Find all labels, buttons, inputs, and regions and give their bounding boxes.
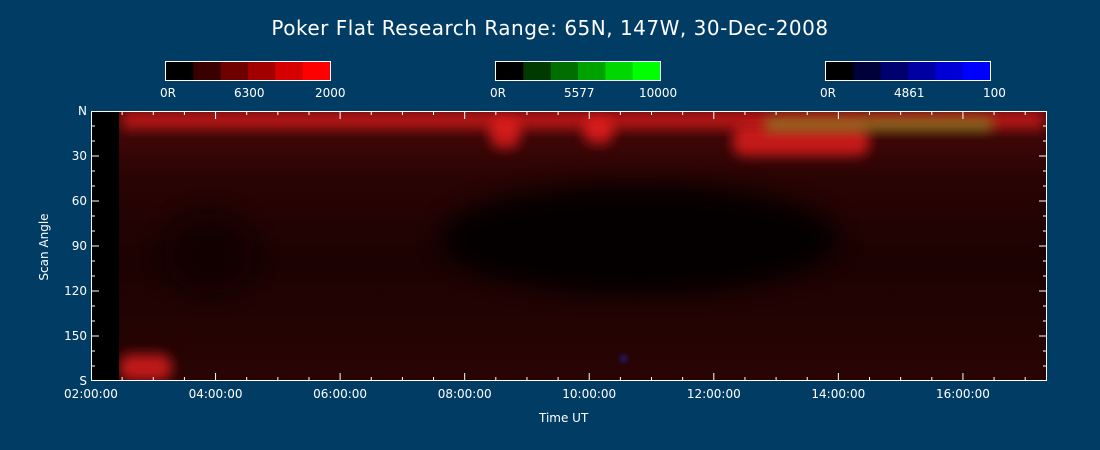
x-tick-label: 06:00:00 bbox=[313, 387, 368, 401]
red-colorbar-min-label: 0R bbox=[160, 86, 176, 100]
red-emission-feature bbox=[583, 118, 615, 144]
red-colorbar-wavelength-label: 6300 bbox=[234, 86, 265, 100]
red-colorbar-step bbox=[220, 62, 249, 80]
keogram-plot bbox=[91, 111, 1047, 381]
red-colorbar-step bbox=[248, 62, 276, 80]
blue-emission-feature bbox=[620, 355, 627, 362]
blue-colorbar-step bbox=[880, 62, 909, 80]
red-colorbar-step bbox=[302, 62, 331, 80]
red-colorbar-step bbox=[193, 62, 222, 80]
red-colorbar-step bbox=[275, 62, 304, 80]
green-colorbar-min-label: 0R bbox=[490, 86, 506, 100]
y-tick-label: 60 bbox=[71, 194, 87, 208]
red-emission-feature bbox=[489, 118, 521, 149]
blue-colorbar-step bbox=[962, 62, 991, 80]
green-colorbar-step bbox=[523, 62, 552, 80]
green-colorbar-step bbox=[550, 62, 579, 80]
blue-colorbar-max-label: 100 bbox=[983, 86, 1006, 100]
blue-colorbar-step bbox=[853, 62, 882, 80]
dark-region bbox=[439, 183, 839, 294]
x-tick-label: 14:00:00 bbox=[811, 387, 866, 401]
red-colorbar-swatches bbox=[165, 61, 331, 81]
green-colorbar-wavelength-label: 5577 bbox=[564, 86, 595, 100]
y-tick-label: 30 bbox=[71, 149, 87, 163]
red-emission-feature bbox=[119, 354, 172, 381]
red-colorbar bbox=[165, 61, 331, 81]
blue-colorbar-wavelength-label: 4861 bbox=[894, 86, 925, 100]
y-tick-label: N bbox=[78, 104, 87, 118]
x-tick-label: 10:00:00 bbox=[562, 387, 617, 401]
green-emission-feature bbox=[763, 117, 995, 132]
x-tick-label: 12:00:00 bbox=[686, 387, 741, 401]
blue-colorbar-swatches bbox=[825, 61, 991, 81]
chart-title: Poker Flat Research Range: 65N, 147W, 30… bbox=[271, 16, 829, 40]
green-colorbar-step bbox=[578, 62, 606, 80]
green-colorbar-swatches bbox=[495, 61, 661, 81]
red-colorbar-step bbox=[166, 62, 194, 80]
x-axis-title: Time UT bbox=[539, 411, 589, 425]
green-colorbar-frame bbox=[495, 61, 661, 81]
y-axis-title: Scan Angle bbox=[37, 213, 51, 281]
x-tick-label: 16:00:00 bbox=[935, 387, 990, 401]
x-tick-label: 02:00:00 bbox=[64, 387, 118, 401]
blue-colorbar-frame bbox=[825, 61, 991, 81]
dark-region bbox=[164, 213, 255, 294]
green-colorbar-step bbox=[496, 62, 524, 80]
y-tick-label: 150 bbox=[64, 329, 87, 343]
blue-colorbar-step bbox=[826, 62, 854, 80]
blue-colorbar-step bbox=[935, 62, 964, 80]
red-colorbar-frame bbox=[165, 61, 331, 81]
red-emission-feature bbox=[732, 126, 870, 156]
x-tick-label: 04:00:00 bbox=[188, 387, 243, 401]
green-colorbar-step bbox=[632, 62, 661, 80]
blue-colorbar bbox=[825, 61, 991, 81]
y-tick-label: 120 bbox=[64, 284, 87, 298]
green-colorbar-step bbox=[605, 62, 634, 80]
y-tick-label: S bbox=[79, 374, 87, 388]
blue-colorbar-min-label: 0R bbox=[820, 86, 836, 100]
y-tick-label: 90 bbox=[71, 239, 87, 253]
green-colorbar bbox=[495, 61, 661, 81]
x-tick-label: 08:00:00 bbox=[437, 387, 492, 401]
green-colorbar-max-label: 10000 bbox=[639, 86, 678, 100]
red-colorbar-max-label: 2000 bbox=[315, 86, 346, 100]
blue-colorbar-step bbox=[908, 62, 936, 80]
